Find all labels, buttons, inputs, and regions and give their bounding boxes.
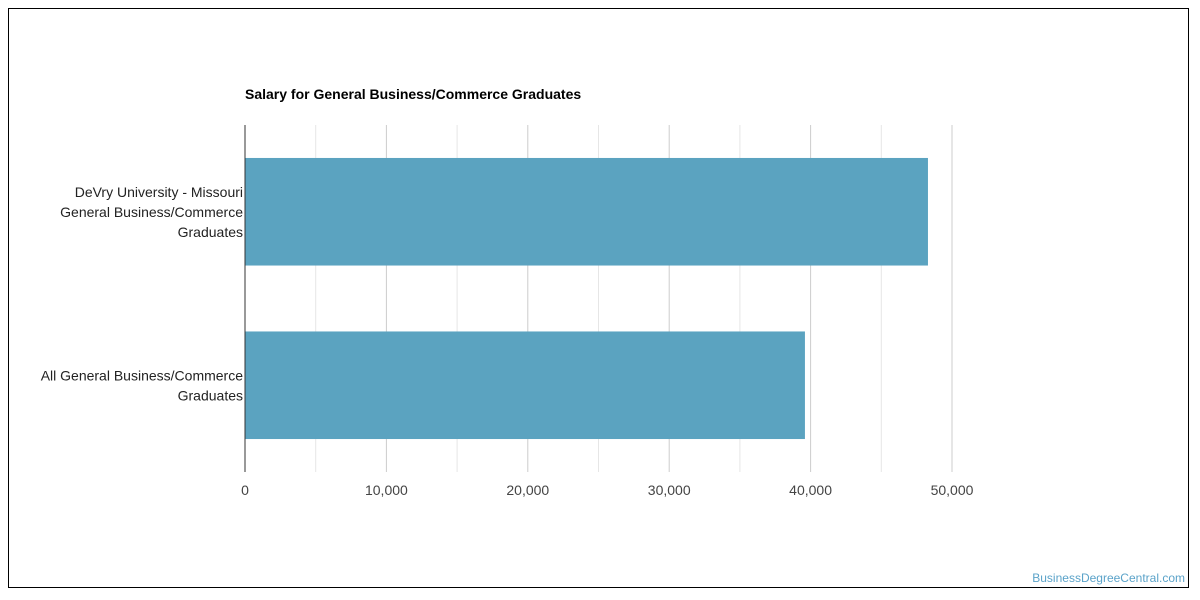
bar-1[interactable] [245, 331, 805, 440]
x-tick-label: 30,000 [648, 482, 691, 498]
bars [245, 157, 928, 440]
category-label-line: Graduates [178, 387, 243, 403]
bar-0[interactable] [245, 157, 928, 266]
category-label-line: DeVry University - Missouri [75, 184, 243, 200]
x-tick-label: 40,000 [789, 482, 832, 498]
category-label-line: All General Business/Commerce [41, 367, 244, 383]
x-tick-label: 50,000 [931, 482, 974, 498]
category-labels: DeVry University - Missouri General Busin… [41, 184, 244, 404]
category-label-line: Graduates [178, 224, 243, 240]
watermark-text[interactable]: BusinessDegreeCentral.com [1032, 571, 1185, 585]
x-tick-label: 0 [241, 482, 249, 498]
chart-title: Salary for General Business/Commerce Gra… [245, 86, 581, 102]
x-tick-label: 10,000 [365, 482, 408, 498]
category-label-line: General Business/Commerce [60, 204, 243, 220]
x-tick-label: 20,000 [506, 482, 549, 498]
x-tick-labels: 0 10,000 20,000 30,000 40,000 50,000 [241, 482, 974, 498]
